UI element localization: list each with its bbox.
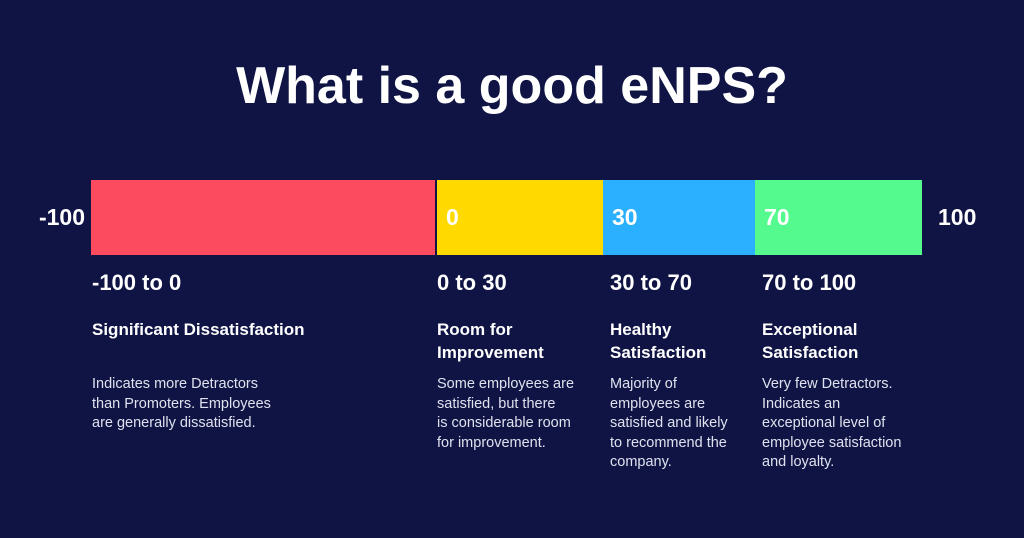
range-column-significant-dissatisfaction: -100 to 0 Significant Dissatisfaction In… [92,268,432,434]
range-description: Indicates more Detractors than Promoters… [92,376,271,431]
range-label: 30 to 70 [610,270,692,295]
scale-segment-exceptional-satisfaction: 70 [755,180,922,255]
range-label: 70 to 100 [762,270,857,295]
scale-segment-room-for-improvement: 0 [437,180,603,255]
range-label: 0 to 30 [437,270,507,295]
range-column-healthy-satisfaction: 30 to 70 Healthy Satisfaction Majority o… [610,268,775,473]
scale-min-label: -100 [38,204,85,230]
range-column-room-for-improvement: 0 to 30 Room for Improvement Some employ… [437,268,612,453]
scale-segment-healthy-satisfaction: 30 [603,180,755,255]
range-description: Very few Detractors. Indicates an except… [762,376,902,470]
scale-max-label: 100 [938,204,977,230]
range-column-exceptional-satisfaction: 70 to 100 Exceptional Satisfaction Very … [762,268,952,473]
enps-scale-bar: 0 30 70 [91,180,922,255]
segment-boundary-label: 30 [612,204,638,230]
range-heading: Room for Improvement [437,320,544,362]
range-description: Majority of employees are satisfied and … [610,376,728,470]
page-title: What is a good eNPS? [236,57,788,115]
range-description: Some employees are satisfied, but there … [437,376,575,451]
range-heading: Exceptional Satisfaction [762,320,859,362]
range-label: -100 to 0 [92,270,182,295]
segment-boundary-label: 0 [446,204,459,230]
range-heading: Significant Dissatisfaction [92,320,305,339]
segment-boundary-label: 70 [764,204,790,230]
range-heading: Healthy Satisfaction [610,320,707,362]
scale-segment-significant-dissatisfaction [91,180,435,255]
enps-scale: -100 0 30 70 100 [0,180,1024,255]
